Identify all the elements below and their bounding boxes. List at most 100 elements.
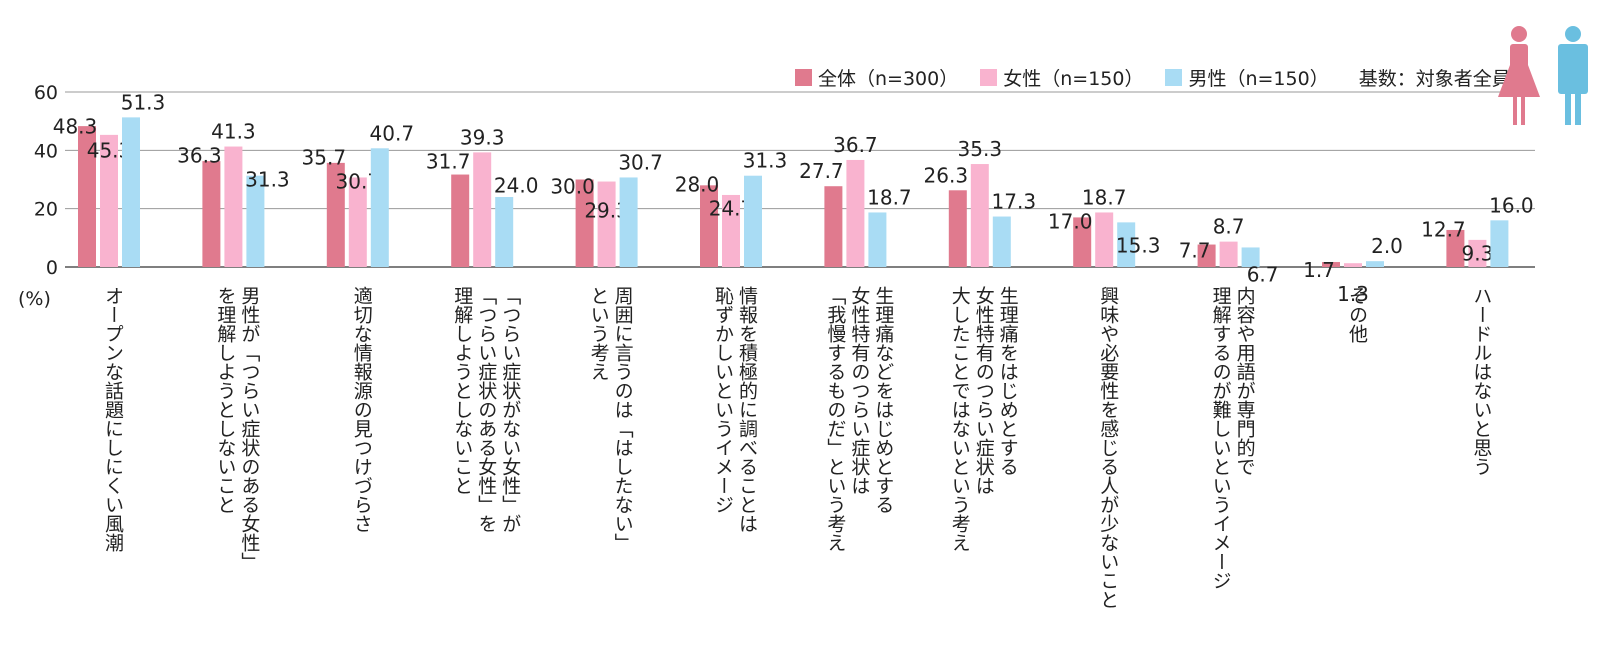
bar-female-6 xyxy=(846,159,865,267)
data-label-total-0: 48.3 xyxy=(53,114,98,138)
data-label-total-3: 31.7 xyxy=(426,149,471,173)
data-label-male-3: 24.0 xyxy=(494,173,539,197)
y-unit-label: (%) xyxy=(18,288,51,310)
bar-female-3 xyxy=(473,152,492,267)
category-label: 周囲に言うのは「はしたない」 という考え xyxy=(587,286,634,552)
data-label-total-2: 35.7 xyxy=(302,145,347,169)
bar-male-0 xyxy=(122,117,140,267)
bar-female-9 xyxy=(1219,241,1238,267)
bar-total-1 xyxy=(202,161,221,267)
legend-swatch-total xyxy=(795,69,812,86)
bar-total-7 xyxy=(948,190,967,267)
bar-female-8 xyxy=(1095,212,1114,267)
data-label-female-6: 36.7 xyxy=(833,133,878,157)
data-label-male-10: 2.0 xyxy=(1371,234,1403,258)
bar-male-3 xyxy=(495,197,514,267)
bar-male-7 xyxy=(992,216,1011,267)
y-tick-label-20: 20 xyxy=(34,199,58,221)
bar-female-0 xyxy=(100,134,118,267)
y-tick-label-40: 40 xyxy=(34,140,58,162)
data-label-total-11: 12.7 xyxy=(1421,217,1466,241)
y-tick-label-0: 0 xyxy=(46,257,58,279)
data-label-female-7: 35.3 xyxy=(958,137,1003,161)
bar-female-5 xyxy=(722,194,740,267)
data-label-male-1: 31.3 xyxy=(245,168,290,192)
data-label-total-9: 7.7 xyxy=(1179,239,1211,263)
bar-male-2 xyxy=(370,148,389,267)
bar-total-11 xyxy=(1446,229,1465,267)
base-note: 基数：対象者全員 xyxy=(1358,68,1511,90)
data-label-female-9: 8.7 xyxy=(1213,215,1245,239)
data-label-total-4: 30.0 xyxy=(550,174,595,198)
legend-swatch-female xyxy=(980,69,998,86)
bar-total-10 xyxy=(1322,262,1340,267)
data-label-male-5: 31.3 xyxy=(743,149,788,173)
bar-male-10 xyxy=(1366,261,1384,267)
legend-swatch-male xyxy=(1165,69,1183,86)
data-label-female-1: 41.3 xyxy=(211,120,256,144)
bar-total-6 xyxy=(824,186,843,267)
bar-female-10 xyxy=(1344,263,1362,267)
category-label: 適切な情報源の見つけづらさ xyxy=(350,286,373,533)
bar-total-5 xyxy=(700,185,718,267)
bar-male-11 xyxy=(1490,220,1509,267)
legend-item-male: 男性（n=150） xyxy=(1165,64,1329,91)
bar-female-2 xyxy=(348,177,367,267)
data-label-male-0: 51.3 xyxy=(121,90,166,114)
gender-icons xyxy=(1498,26,1588,125)
data-label-total-10: 1.7 xyxy=(1303,258,1335,282)
legend-item-female: 女性（n=150） xyxy=(980,64,1143,91)
bar-female-4 xyxy=(597,181,616,267)
category-label: その他 xyxy=(1346,286,1368,343)
bar-female-7 xyxy=(970,164,989,267)
legend-label-male: 男性（n=150） xyxy=(1188,68,1329,90)
data-label-total-7: 26.3 xyxy=(924,163,969,187)
bar-total-2 xyxy=(326,162,345,267)
data-label-male-2: 40.7 xyxy=(370,121,415,145)
category-label: 興味や必要性を感じる人が少ないこと xyxy=(1097,286,1120,609)
data-label-female-11: 9.3 xyxy=(1461,241,1493,265)
bar-total-8 xyxy=(1073,217,1092,267)
legend-item-total: 全体（n=300） xyxy=(795,64,958,91)
data-label-male-4: 30.7 xyxy=(618,150,663,174)
category-label: 生理痛などをはじめとする 女性特有のつらい症状は 「我慢するものだ」という考え xyxy=(824,286,895,552)
bar-total-9 xyxy=(1197,244,1216,267)
data-label-female-8: 18.7 xyxy=(1082,185,1127,209)
y-tick-label-60: 60 xyxy=(34,82,58,104)
data-label-male-9: 6.7 xyxy=(1247,263,1279,287)
legend-label-total: 全体（n=300） xyxy=(818,68,959,90)
category-label: 内容や用語が専門的で 理解するのが難しいというイメージ xyxy=(1209,286,1256,590)
category-label: ハードルはないと思う xyxy=(1470,286,1493,476)
data-label-male-7: 17.3 xyxy=(992,190,1037,214)
bar-total-4 xyxy=(575,179,594,267)
data-label-total-5: 28.0 xyxy=(675,173,720,197)
bar-female-11 xyxy=(1468,239,1487,267)
category-label: 「つらい症状がない女性」が 「つらい症状のある女性」を 理解しようとしないこと xyxy=(451,286,522,533)
female-icon xyxy=(1498,26,1540,125)
bar-female-1 xyxy=(224,146,243,267)
bar-male-6 xyxy=(868,212,887,267)
data-label-total-8: 17.0 xyxy=(1048,209,1093,233)
data-label-total-6: 27.7 xyxy=(799,159,844,183)
bar-total-0 xyxy=(78,126,96,267)
data-label-male-8: 15.3 xyxy=(1116,233,1161,257)
bar-male-1 xyxy=(246,175,265,267)
male-icon xyxy=(1558,26,1588,125)
bar-total-3 xyxy=(451,174,470,267)
bar-male-8 xyxy=(1117,222,1136,267)
bar-male-9 xyxy=(1241,247,1260,267)
data-label-female-3: 39.3 xyxy=(460,125,505,149)
bar-male-4 xyxy=(619,177,638,267)
category-label: 男性が「つらい症状のある女性」 を理解しようとしないこと xyxy=(214,286,261,571)
category-label: 情報を積極的に調べることは 恥ずかしいというイメージ xyxy=(712,286,758,533)
data-label-total-1: 36.3 xyxy=(177,144,222,168)
legend: 全体（n=300） 女性（n=150） 男性（n=150） 基数：対象者全員 xyxy=(795,64,1511,91)
bar-male-5 xyxy=(744,175,762,267)
data-label-female-10: 1.3 xyxy=(1337,282,1369,306)
data-label-male-6: 18.7 xyxy=(867,185,912,209)
legend-label-female: 女性（n=150） xyxy=(1003,68,1144,90)
data-label-male-11: 16.0 xyxy=(1489,193,1534,217)
category-label: オープンな話題にしにくい風潮 xyxy=(102,286,124,552)
category-label: 生理痛をはじめとする 女性特有のつらい症状は 大したことではないという考え xyxy=(948,286,1019,552)
